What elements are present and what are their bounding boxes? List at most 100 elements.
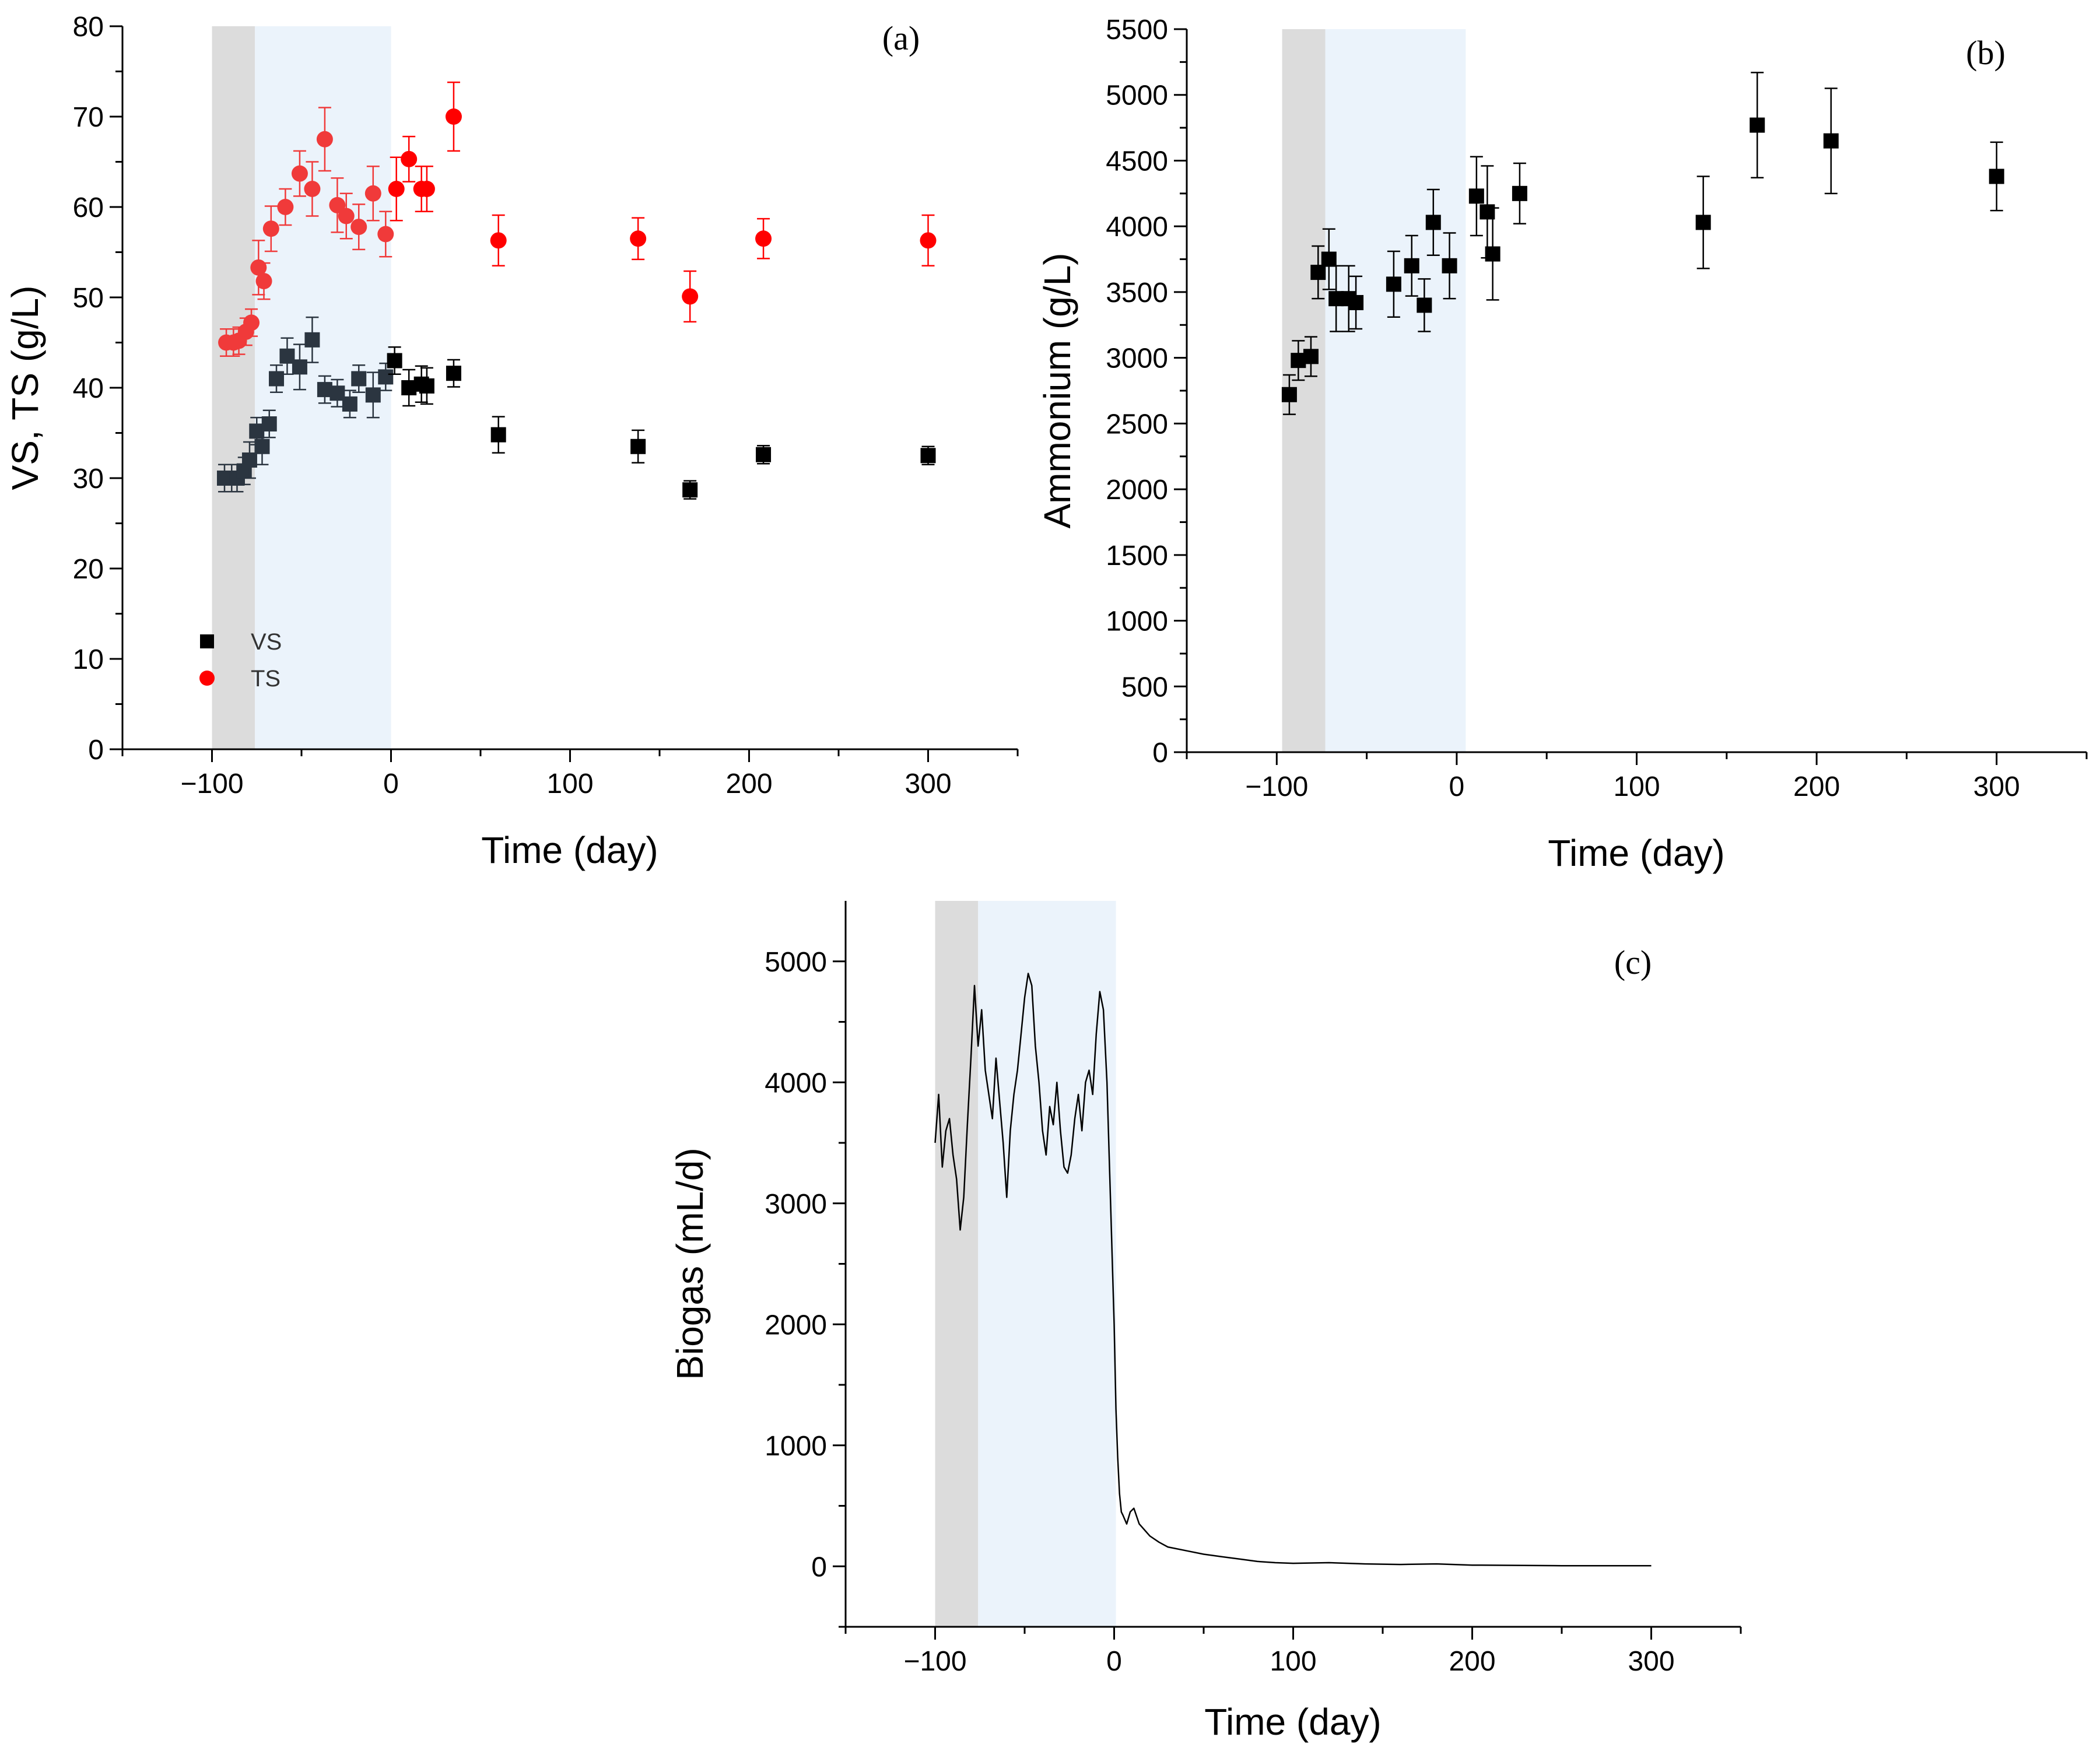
data-point bbox=[387, 353, 402, 369]
data-point bbox=[364, 185, 381, 202]
panel-c: −100 0 100 200 300010002000300040005000Time … bbox=[669, 901, 1742, 1743]
y-tick-label: 10 bbox=[73, 644, 104, 675]
panel-b: −100 0 100 200 30005001000150020002500300035… bbox=[1036, 15, 2088, 874]
data-point bbox=[445, 108, 462, 125]
data-point bbox=[377, 226, 394, 243]
data-point bbox=[490, 427, 506, 443]
x-tick-label: 100 bbox=[1270, 1646, 1316, 1677]
data-point bbox=[920, 232, 937, 249]
y-tick-label: 40 bbox=[73, 373, 104, 404]
y-tick-label: 0 bbox=[1152, 738, 1168, 769]
y-tick-label: 3000 bbox=[1106, 343, 1168, 374]
data-point bbox=[682, 482, 698, 498]
data-point bbox=[1512, 185, 1527, 201]
data-point bbox=[255, 273, 272, 290]
data-point bbox=[1281, 387, 1297, 402]
data-point bbox=[401, 150, 418, 167]
y-tick-label: 1000 bbox=[765, 1431, 827, 1462]
y-tick-label: 5000 bbox=[765, 947, 827, 978]
x-tick-label: 300 bbox=[1973, 771, 2020, 802]
x-tick-label: 200 bbox=[725, 769, 772, 799]
data-point bbox=[1485, 246, 1500, 262]
data-point bbox=[446, 366, 461, 381]
panel-a: −100 0 100 200 300 0 10 20 30 40 50 60 70 80 Time (day… bbox=[4, 12, 1019, 871]
data-point bbox=[269, 371, 285, 387]
x-tick-label: −100 bbox=[180, 769, 243, 799]
data-point bbox=[304, 181, 321, 197]
x-axis-title: Time (day) bbox=[481, 829, 658, 871]
y-tick-label: 50 bbox=[73, 283, 104, 314]
data-point bbox=[304, 332, 320, 348]
data-point bbox=[630, 438, 646, 454]
data-point bbox=[241, 452, 257, 468]
data-point bbox=[1989, 169, 2004, 184]
data-point bbox=[261, 416, 277, 431]
y-tick-label: 4500 bbox=[1106, 146, 1168, 177]
data-point bbox=[351, 371, 367, 387]
y-axis-title: VS, TS (g/L) bbox=[4, 286, 46, 490]
y-axis-title: Biogas (mL/d) bbox=[669, 1148, 711, 1380]
data-point bbox=[418, 181, 435, 197]
y-tick-label: 5000 bbox=[1106, 80, 1168, 111]
data-point bbox=[350, 219, 367, 236]
legend-label-ts: TS bbox=[251, 666, 281, 692]
y-tick-label: 0 bbox=[88, 735, 104, 766]
y-tick-label: 4000 bbox=[1106, 212, 1168, 243]
y-tick-label: 60 bbox=[73, 192, 104, 223]
y-tick-label: 1500 bbox=[1106, 541, 1168, 571]
y-tick-label: 2500 bbox=[1106, 409, 1168, 440]
data-point bbox=[1425, 215, 1441, 230]
panel-tag: (c) bbox=[1614, 943, 1652, 981]
x-tick-label: 0 bbox=[383, 769, 399, 799]
y-tick-label: 70 bbox=[73, 102, 104, 133]
data-point bbox=[254, 438, 270, 454]
y-tick-label: 2000 bbox=[765, 1310, 827, 1341]
x-tick-label: 200 bbox=[1793, 771, 1840, 802]
data-point bbox=[490, 232, 507, 249]
data-point bbox=[1750, 117, 1765, 133]
data-point bbox=[262, 220, 279, 237]
y-tick-label: 1000 bbox=[1106, 606, 1168, 637]
data-point bbox=[1321, 251, 1337, 267]
data-point bbox=[1695, 215, 1711, 230]
y-tick-label: 20 bbox=[73, 554, 104, 585]
data-point bbox=[338, 208, 355, 224]
data-point bbox=[1310, 265, 1326, 280]
legend-marker-ts bbox=[199, 671, 215, 686]
legend: VS TS bbox=[199, 629, 282, 692]
y-tick-label: 500 bbox=[1121, 672, 1168, 703]
y-tick-label: 3500 bbox=[1106, 278, 1168, 308]
y-tick-label: 0 bbox=[811, 1552, 827, 1582]
legend-marker-vs bbox=[200, 634, 214, 648]
y-axis-title: Ammonium (g/L) bbox=[1036, 253, 1078, 529]
y-tick-label: 30 bbox=[73, 464, 104, 494]
x-tick-label: 300 bbox=[1628, 1646, 1674, 1677]
y-tick-label: 5500 bbox=[1106, 15, 1168, 45]
data-point bbox=[1442, 258, 1457, 273]
data-point bbox=[1386, 276, 1401, 292]
data-point bbox=[291, 165, 308, 182]
data-point bbox=[365, 387, 381, 403]
data-point bbox=[920, 448, 936, 464]
startup-shaded-region bbox=[935, 901, 979, 1627]
data-point bbox=[682, 288, 699, 305]
data-point bbox=[329, 196, 346, 213]
data-point bbox=[756, 447, 772, 462]
panel-tag: (b) bbox=[1966, 34, 2006, 72]
y-tick-label: 80 bbox=[73, 12, 104, 43]
panel-tag: (a) bbox=[882, 19, 920, 57]
x-axis-title: Time (day) bbox=[1548, 832, 1724, 874]
data-point bbox=[342, 396, 357, 412]
data-point bbox=[630, 230, 647, 247]
data-point bbox=[316, 131, 333, 148]
data-point bbox=[378, 369, 394, 385]
y-tick-label: 4000 bbox=[765, 1068, 827, 1099]
x-tick-label: −100 bbox=[903, 1646, 966, 1677]
data-point bbox=[1303, 349, 1319, 364]
x-axis-title: Time (day) bbox=[1204, 1701, 1381, 1743]
operation-shaded-region bbox=[1325, 29, 1466, 752]
y-tick-label: 2000 bbox=[1106, 475, 1168, 506]
x-tick-label: −100 bbox=[1245, 771, 1308, 802]
series-0 bbox=[934, 973, 1652, 1567]
data-point bbox=[419, 378, 434, 394]
